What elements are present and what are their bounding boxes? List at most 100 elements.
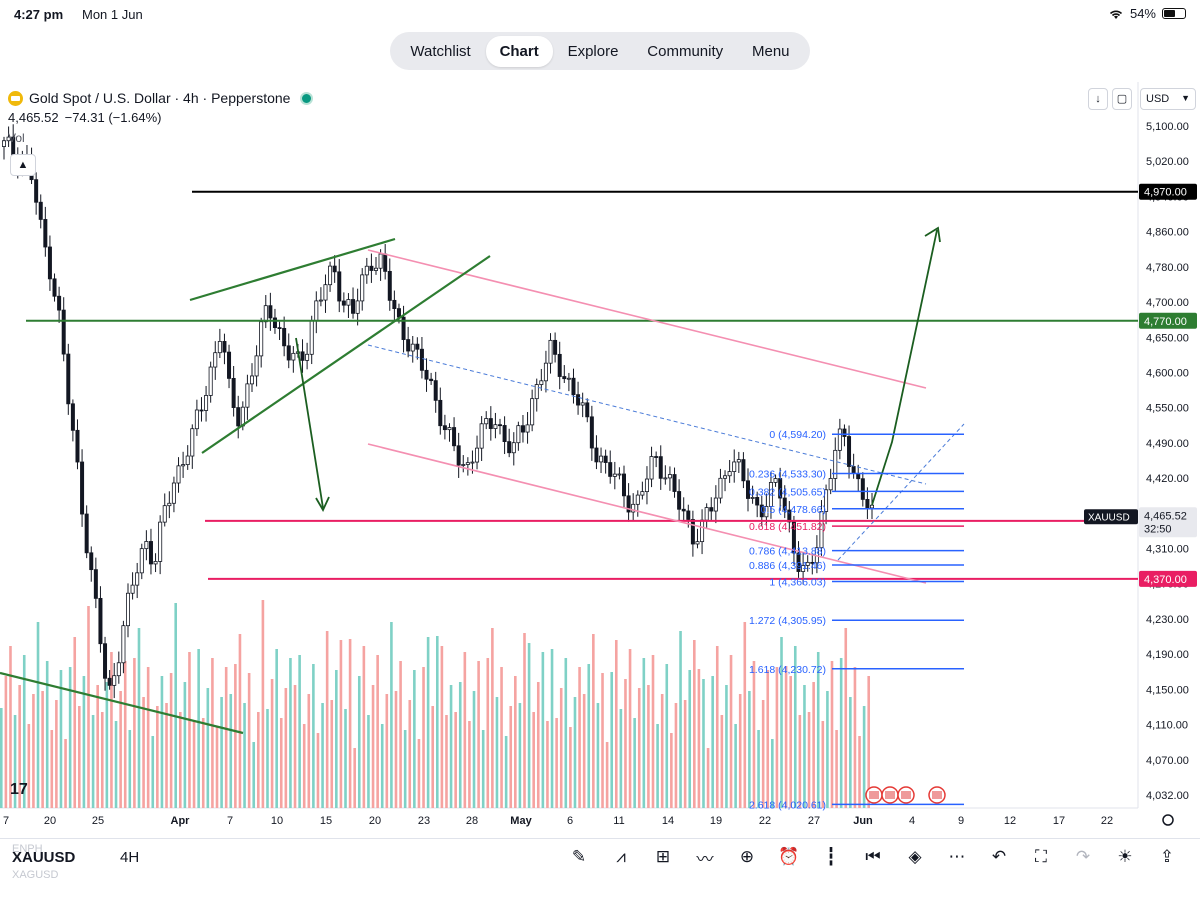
x-tick-label: 9 — [958, 815, 964, 827]
volume-bar — [775, 667, 779, 808]
main-nav: Watchlist Chart Explore Community Menu — [390, 32, 810, 70]
volume-bar — [688, 670, 692, 808]
nav-explore[interactable]: Explore — [567, 42, 619, 60]
candles-icon[interactable]: ┇ — [825, 847, 837, 866]
candle-body — [373, 267, 378, 271]
candle-body — [580, 402, 585, 406]
wedge-lower-line — [201, 255, 491, 454]
volume-bar — [807, 712, 811, 808]
candle-body — [502, 425, 507, 442]
candle-body — [286, 345, 291, 361]
nav-watchlist[interactable]: Watchlist — [410, 42, 471, 60]
symbol-line[interactable]: Gold Spot / U.S. Dollar · 4h · Peppersto… — [8, 90, 314, 106]
volume-bar — [532, 712, 535, 808]
y-tick-label: 4,780.00 — [1146, 262, 1189, 274]
last-price-symbol-tag — [1084, 509, 1138, 525]
candle-body — [828, 478, 833, 491]
candle-body — [429, 378, 434, 382]
candle-body — [511, 442, 516, 454]
scroll-down-button[interactable]: ↓ — [1088, 88, 1108, 110]
volume-bar — [830, 661, 834, 808]
undo-icon[interactable]: ↶ — [991, 847, 1007, 866]
candle-body — [254, 355, 259, 377]
add-icon[interactable]: ⊕ — [739, 847, 755, 866]
nav-community[interactable]: Community — [647, 42, 724, 60]
volume-bar — [87, 606, 90, 808]
volume-bar — [394, 691, 398, 808]
replay-icon[interactable]: ⏮ — [865, 847, 881, 866]
price-line: 4,465.52 −74.31 (−1.64%) — [8, 110, 313, 125]
axis-settings-icon[interactable] — [1162, 814, 1174, 826]
candle-body — [144, 541, 149, 550]
volume-bar — [41, 691, 44, 808]
volume-bar — [642, 658, 646, 808]
templates-icon[interactable]: ⊞ — [655, 847, 671, 866]
layers-icon[interactable]: ◈ — [908, 847, 922, 866]
candle-body — [158, 521, 163, 562]
candle-body — [121, 625, 126, 664]
collapse-legend-button[interactable]: ▲ — [10, 154, 36, 176]
chart-top-buttons: ↓ ▢ — [1088, 88, 1132, 110]
volume-bar — [174, 603, 177, 808]
timeframe-selector[interactable]: 4H — [120, 849, 140, 866]
indicators-icon[interactable]: ⩘ — [616, 847, 626, 866]
volume-bar — [715, 646, 719, 808]
candle-body — [562, 376, 567, 380]
more-icon[interactable]: ⋯ — [948, 847, 966, 866]
chevron-up-icon: ▲ — [17, 159, 29, 171]
volume-bar — [335, 670, 338, 808]
volume-bar — [114, 721, 118, 808]
volume-bar — [284, 688, 288, 808]
volume-bar — [738, 694, 742, 808]
symbol-title: Gold Spot / U.S. Dollar · 4h · Peppersto… — [29, 90, 291, 106]
candle-body — [323, 284, 328, 301]
candle-body — [553, 339, 558, 355]
y-tick-label: 4,110.00 — [1146, 720, 1188, 732]
volume-bar — [13, 715, 17, 808]
fullscreen-icon[interactable]: ⛶ — [1035, 847, 1047, 866]
channel-mid-line — [367, 344, 927, 485]
volume-bar — [674, 703, 678, 808]
candle-body — [608, 462, 613, 477]
candle-body — [778, 478, 783, 499]
battery-percent: 54% — [1129, 6, 1156, 21]
volume-bar — [73, 637, 77, 808]
share-icon[interactable]: ⇪ — [1159, 847, 1175, 866]
chart-settings-button[interactable]: ▢ — [1112, 88, 1132, 110]
level-price-label: 4,970.00 — [1144, 187, 1187, 199]
alert-icon[interactable]: ⏰ — [778, 847, 800, 866]
candle-body — [167, 502, 172, 507]
x-tick-label: 28 — [466, 815, 478, 827]
volume-bar — [426, 637, 430, 808]
us-flag-stripes-icon — [885, 791, 895, 799]
candle-body — [61, 309, 66, 355]
brush-icon[interactable]: ✎ — [571, 847, 587, 866]
candle-body — [782, 497, 787, 511]
volume-bar — [403, 730, 407, 808]
symbol-selector[interactable]: XAUUSD — [12, 849, 76, 866]
x-tick-label: 4 — [909, 815, 915, 827]
candle-body — [791, 521, 796, 554]
currency-select[interactable]: USD ▼ — [1140, 88, 1196, 110]
up-arrow-line — [871, 229, 938, 506]
volume-bar — [683, 700, 687, 808]
ghost-symbol-above[interactable]: ENPH — [12, 843, 43, 855]
bar-countdown: 32:50 — [1144, 523, 1172, 535]
redo-icon[interactable]: ↷ — [1075, 847, 1091, 866]
idea-icon[interactable]: ☀ — [1117, 847, 1133, 866]
nav-menu[interactable]: Menu — [751, 42, 790, 60]
fib-level-label: 1 (4,366.03) — [769, 576, 826, 588]
volume-bar — [348, 639, 352, 808]
currency-value: USD — [1146, 93, 1170, 105]
volume-bar — [417, 739, 421, 808]
nav-chart[interactable]: Chart — [485, 35, 553, 67]
candle-body — [43, 219, 48, 248]
volume-bar — [734, 724, 737, 808]
volume-bar — [449, 685, 453, 808]
compare-icon[interactable]: 〰 — [696, 849, 714, 869]
candle-body — [98, 597, 103, 645]
candle-body — [566, 377, 571, 380]
volume-bar — [729, 655, 733, 808]
ghost-symbol-below[interactable]: XAGUSD — [12, 869, 59, 881]
